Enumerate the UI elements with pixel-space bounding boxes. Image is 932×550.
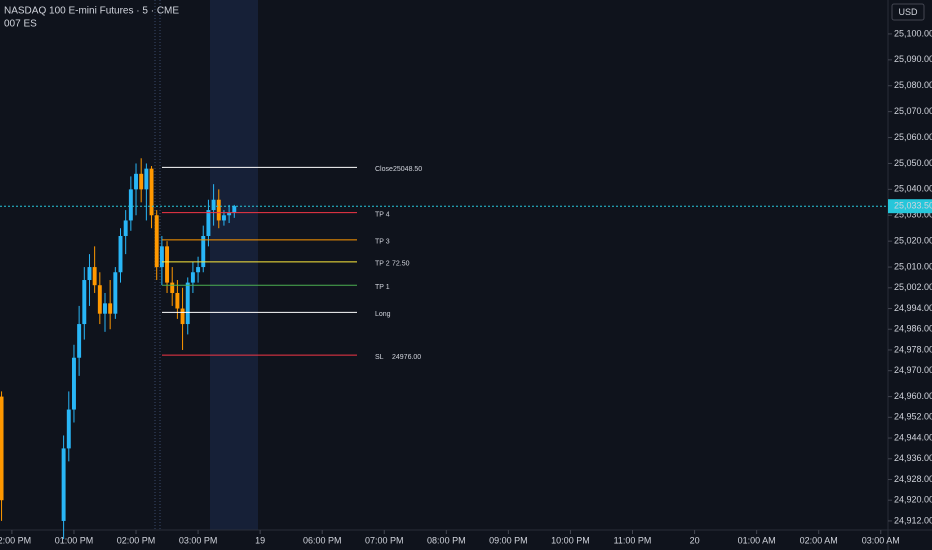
x-tick-label: 02:00 AM bbox=[800, 535, 838, 545]
chart-subtitle: 007 ES bbox=[4, 19, 37, 30]
candle-body bbox=[71, 357, 76, 410]
x-tick-label: 11:00 PM bbox=[614, 535, 652, 545]
x-tick-label: 08:00 PM bbox=[427, 535, 466, 545]
candle-body bbox=[139, 173, 144, 190]
y-tick-label: 24,994.00 bbox=[894, 303, 932, 313]
x-tick-label: 03:00 AM bbox=[862, 535, 900, 545]
candle-body bbox=[103, 303, 107, 314]
x-tick-label: 01:00 AM bbox=[738, 535, 776, 545]
candle-body bbox=[165, 246, 170, 283]
y-tick-label: 25,080.00 bbox=[894, 80, 932, 90]
y-tick-label: 25,020.00 bbox=[894, 236, 932, 246]
y-tick-label: 25,050.00 bbox=[894, 158, 932, 168]
candle-body bbox=[61, 448, 66, 521]
y-tick-label: 24,960.00 bbox=[894, 391, 932, 401]
candle-body bbox=[82, 280, 87, 325]
candle-body bbox=[175, 292, 180, 309]
candle-body bbox=[216, 199, 221, 221]
x-tick-label: 01:00 PM bbox=[55, 535, 94, 545]
y-tick-label: 24,928.00 bbox=[894, 474, 932, 484]
candle-body bbox=[134, 173, 138, 190]
candle-body bbox=[154, 215, 159, 268]
trade-level-name: Close bbox=[375, 166, 393, 173]
x-tick-label: 07:00 PM bbox=[365, 535, 404, 545]
x-tick-label: 06:00 PM bbox=[303, 535, 342, 545]
y-tick-label: 25,010.00 bbox=[894, 261, 932, 271]
trade-level-name: TP 3 bbox=[375, 239, 390, 246]
trade-level-name: Long bbox=[375, 311, 391, 318]
x-tick-label: 09:00 PM bbox=[489, 535, 528, 545]
y-tick-label: 25,030.00 bbox=[894, 210, 932, 220]
y-tick-label: 25,060.00 bbox=[894, 132, 932, 142]
candle-body bbox=[108, 303, 113, 314]
trade-level-name: SL bbox=[375, 354, 384, 361]
candle-body bbox=[170, 282, 175, 293]
candle-body bbox=[0, 396, 4, 501]
candle-body bbox=[211, 199, 216, 211]
chart-title: NASDAQ 100 E-mini Futures · 5 · CME bbox=[4, 6, 179, 17]
x-tick-label: 03:00 PM bbox=[179, 535, 218, 545]
candle-body bbox=[180, 308, 185, 325]
candle-body bbox=[118, 235, 123, 273]
current-price-label: 25,033.50 bbox=[894, 201, 932, 211]
candle-body bbox=[113, 272, 118, 314]
trade-level-value: 24976.00 bbox=[392, 354, 421, 361]
currency-label[interactable]: USD bbox=[898, 7, 918, 17]
candle-body bbox=[97, 285, 102, 314]
candle-body bbox=[190, 272, 195, 283]
session-highlight bbox=[210, 0, 258, 530]
trade-level-name: TP 1 bbox=[375, 284, 390, 291]
y-tick-label: 25,040.00 bbox=[894, 184, 932, 194]
y-tick-label: 25,070.00 bbox=[894, 106, 932, 116]
x-tick-label: 19 bbox=[255, 535, 265, 545]
y-tick-label: 24,970.00 bbox=[894, 365, 932, 375]
x-tick-label: 02:00 PM bbox=[117, 535, 156, 545]
trade-level-name: TP 2 bbox=[375, 261, 390, 268]
candle-body bbox=[128, 189, 133, 221]
currency-button[interactable] bbox=[891, 3, 925, 21]
candle-body bbox=[201, 235, 206, 268]
candle-body bbox=[92, 267, 97, 286]
candle-body bbox=[87, 267, 92, 281]
y-tick-label: 24,920.00 bbox=[894, 495, 932, 505]
current-price-box bbox=[888, 199, 932, 214]
trade-level-name: TP 4 bbox=[375, 212, 390, 219]
candle-body bbox=[123, 220, 128, 236]
y-tick-label: 24,978.00 bbox=[894, 344, 932, 354]
y-tick-label: 24,944.00 bbox=[894, 432, 932, 442]
candle-body bbox=[185, 282, 190, 325]
y-tick-label: 24,936.00 bbox=[894, 453, 932, 463]
x-tick-label: 10:00 PM bbox=[551, 535, 590, 545]
y-tick-label: 24,952.00 bbox=[894, 412, 932, 422]
x-tick-label: 12:00 PM bbox=[0, 535, 31, 545]
candle-body bbox=[227, 212, 232, 216]
y-tick-label: 25,002.00 bbox=[894, 282, 932, 292]
y-tick-label: 25,100.00 bbox=[894, 28, 932, 38]
candle-body bbox=[221, 215, 226, 221]
x-tick-label: 20 bbox=[690, 535, 700, 545]
y-tick-label: 24,986.00 bbox=[894, 324, 932, 334]
y-tick-label: 25,090.00 bbox=[894, 54, 932, 64]
candle-body bbox=[159, 246, 164, 268]
trade-level-value: 25048.50 bbox=[393, 166, 422, 173]
candle-body bbox=[206, 210, 211, 236]
candle-body bbox=[77, 324, 82, 358]
candle-body bbox=[149, 168, 154, 216]
candle-body bbox=[232, 206, 237, 213]
candle-body bbox=[196, 267, 201, 273]
candle-body bbox=[66, 409, 71, 449]
trade-level-extra: 72.50 bbox=[392, 261, 410, 268]
y-tick-label: 24,912.00 bbox=[894, 515, 932, 525]
candle-body bbox=[144, 168, 149, 190]
